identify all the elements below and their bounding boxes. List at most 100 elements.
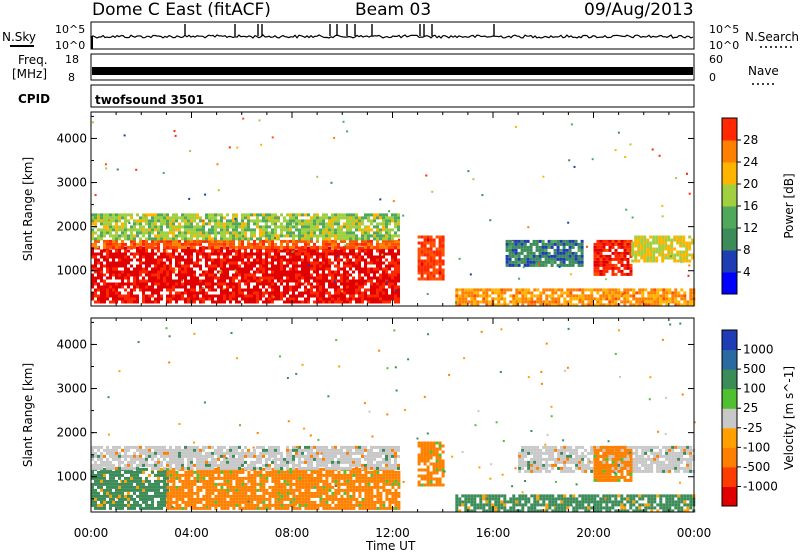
data-cell — [388, 276, 391, 280]
data-cell — [235, 225, 238, 229]
data-cell — [190, 273, 193, 277]
data-cell — [340, 228, 343, 232]
data-cell — [608, 242, 612, 246]
data-cell — [133, 470, 136, 474]
data-cell — [376, 476, 380, 480]
data-cell — [364, 294, 367, 298]
data-cell — [426, 238, 430, 242]
data-cell — [238, 285, 241, 289]
data-cell — [244, 270, 247, 274]
data-cell — [325, 485, 329, 489]
data-cell — [211, 228, 214, 232]
data-cell — [286, 491, 290, 495]
data-cell — [280, 234, 283, 238]
data-cell — [304, 276, 307, 280]
data-cell — [361, 503, 365, 507]
data-cell — [265, 503, 269, 507]
data-cell — [295, 258, 298, 262]
data-cell — [238, 231, 241, 235]
data-cell — [220, 276, 223, 280]
data-cell — [488, 294, 492, 298]
data-cell — [337, 473, 341, 477]
data-cell — [304, 482, 308, 486]
data-cell — [523, 248, 527, 252]
data-cell — [441, 271, 445, 275]
data-cell — [640, 247, 644, 251]
data-cell — [211, 470, 215, 474]
data-cell — [385, 258, 388, 262]
data-cell — [175, 242, 178, 246]
data-cell — [479, 300, 483, 304]
data-cell — [205, 279, 208, 283]
data-cell — [127, 485, 130, 489]
data-cell — [187, 279, 190, 283]
data-cell — [208, 255, 211, 259]
data-cell — [169, 237, 172, 241]
data-cell — [337, 491, 341, 495]
scatter-echo — [586, 245, 588, 248]
data-cell — [340, 494, 344, 498]
data-cell — [166, 282, 169, 286]
data-cell — [358, 222, 361, 226]
data-cell — [557, 297, 561, 301]
data-cell — [148, 252, 151, 256]
data-cell — [172, 242, 175, 246]
data-cell — [199, 258, 202, 262]
data-cell — [541, 251, 545, 255]
data-cell — [202, 473, 206, 477]
data-cell — [313, 294, 316, 298]
data-cell — [235, 270, 238, 274]
data-cell — [223, 264, 226, 268]
data-cell — [100, 497, 103, 501]
freq-nave-panel: Freq. [MHz] 18 8 60 0 Nave — [12, 53, 779, 85]
data-cell — [136, 282, 139, 286]
data-cell — [370, 485, 374, 489]
data-cell — [259, 485, 263, 489]
data-cell — [605, 297, 609, 301]
data-cell — [571, 245, 575, 249]
data-cell — [127, 282, 130, 286]
data-cell — [349, 216, 352, 220]
data-cell — [274, 219, 277, 223]
data-cell — [364, 470, 368, 474]
data-cell — [334, 228, 337, 232]
data-cell — [220, 291, 223, 295]
data-cell — [289, 252, 292, 256]
data-cell — [136, 231, 139, 235]
data-cell — [541, 248, 545, 252]
data-cell — [334, 234, 337, 238]
data-cell — [397, 242, 400, 246]
data-cell — [124, 479, 127, 483]
data-cell — [367, 216, 370, 220]
data-cell — [136, 479, 139, 483]
data-cell — [91, 252, 94, 256]
data-cell — [154, 288, 157, 292]
data-cell — [277, 264, 280, 268]
data-cell — [536, 300, 540, 304]
data-cell — [652, 241, 656, 245]
data-cell — [277, 249, 280, 253]
data-cell — [130, 264, 133, 268]
data-cell — [190, 285, 193, 289]
data-cell — [521, 288, 525, 292]
data-cell — [641, 294, 645, 298]
data-cell — [388, 297, 391, 301]
data-cell — [148, 482, 151, 486]
data-cell — [271, 239, 274, 243]
data-cell — [599, 288, 603, 292]
data-cell — [103, 249, 106, 253]
data-cell — [571, 257, 575, 261]
data-cell — [175, 506, 179, 510]
data-cell — [220, 261, 223, 265]
data-cell — [435, 268, 439, 272]
data-cell — [643, 238, 647, 242]
data-cell — [235, 222, 238, 226]
data-cell — [229, 485, 233, 489]
data-cell — [298, 470, 302, 474]
data-cell — [196, 234, 199, 238]
data-cell — [379, 294, 382, 298]
data-cell — [172, 237, 175, 241]
data-cell — [145, 270, 148, 274]
data-cell — [190, 237, 193, 241]
data-cell — [661, 250, 665, 254]
